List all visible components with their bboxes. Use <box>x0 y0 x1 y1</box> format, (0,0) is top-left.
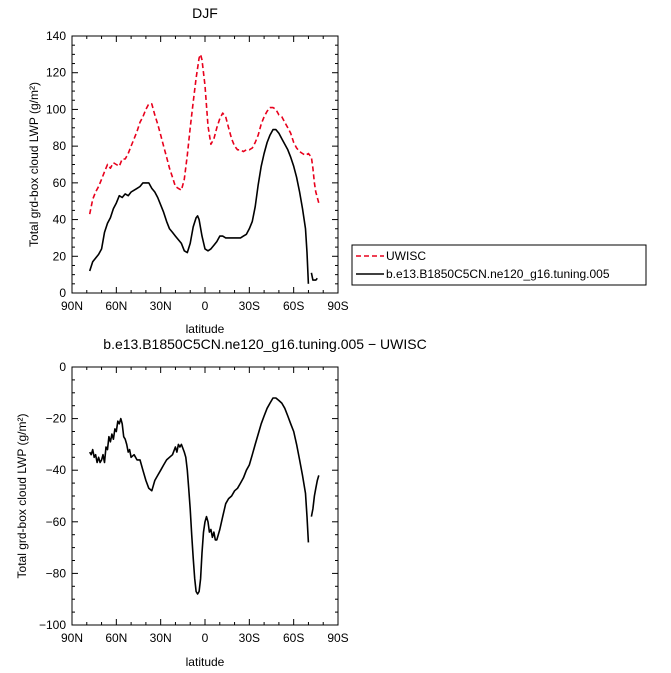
top-ticks <box>71 35 339 294</box>
legend-label-model: b.e13.B1850C5CN.ne120_g16.tuning.005 <box>386 267 610 281</box>
y-tick-label: 120 <box>46 66 66 80</box>
x-tick-label: 30S <box>239 299 260 313</box>
top-y-axis-label: Total grd-box cloud LWP (g/m²) <box>27 82 41 247</box>
legend: UWISC b.e13.B1850C5CN.ne120_g16.tuning.0… <box>351 244 647 286</box>
series-line-model <box>310 475 320 517</box>
x-tick-label: 0 <box>202 631 209 645</box>
y-tick-label: 60 <box>53 176 67 190</box>
top-x-axis-label: latitude <box>186 322 225 336</box>
y-tick-label: 140 <box>46 29 66 43</box>
x-tick-label: 60N <box>105 299 127 313</box>
y-tick-label: −20 <box>46 412 67 426</box>
bottom-tick-labels: 90N 60N 30N 0 30S 60S 90S −100 −80 −60 −40 −20 0 <box>39 360 349 645</box>
y-tick-label: 0 <box>59 286 66 300</box>
x-tick-label: 30N <box>150 299 172 313</box>
y-tick-label: −80 <box>46 566 67 580</box>
x-tick-label: 60N <box>105 631 127 645</box>
y-tick-label: −60 <box>46 515 67 529</box>
series-line-model <box>88 128 310 284</box>
series-line-uwisc <box>88 53 320 215</box>
top-plot-frame <box>71 35 339 294</box>
legend-label-uwisc: UWISC <box>386 249 426 263</box>
bottom-ticks <box>71 366 339 626</box>
x-tick-label: 60S <box>283 631 304 645</box>
bottom-lines <box>89 397 320 595</box>
top-chart-title: DJF <box>192 5 218 21</box>
y-tick-label: 80 <box>53 139 67 153</box>
y-tick-label: 20 <box>53 249 67 263</box>
x-tick-label: 0 <box>202 299 209 313</box>
x-tick-label: 30S <box>239 631 260 645</box>
y-tick-label: −100 <box>39 618 66 632</box>
x-tick-label: 90S <box>327 299 348 313</box>
bottom-chart-title: b.e13.B1850C5CN.ne120_g16.tuning.005 − U… <box>103 336 426 352</box>
y-tick-label: 0 <box>59 360 66 374</box>
top-panel: DJF 90N 60N 30N 0 30S 60S 90S 0 20 40 60 80 100 120 14… <box>27 5 349 336</box>
x-tick-label: 90N <box>61 631 83 645</box>
top-tick-labels: 90N 60N 30N 0 30S 60S 90S 0 20 40 60 80 100 120 140 <box>46 29 349 313</box>
bottom-y-axis-label: Total grd-box cloud LWP (g/m²) <box>15 414 29 579</box>
x-tick-label: 90N <box>61 299 83 313</box>
series-line-model <box>89 397 310 595</box>
legend-box <box>351 244 647 286</box>
y-tick-label: 40 <box>53 213 67 227</box>
top-lines <box>88 53 320 284</box>
x-tick-label: 90S <box>327 631 348 645</box>
bottom-panel: b.e13.B1850C5CN.ne120_g16.tuning.005 − U… <box>15 336 427 669</box>
bottom-plot-frame <box>71 366 339 626</box>
y-tick-label: 100 <box>46 102 66 116</box>
x-tick-label: 30N <box>150 631 172 645</box>
series-line-model <box>310 272 318 281</box>
y-tick-label: −40 <box>46 463 67 477</box>
x-tick-label: 60S <box>283 299 304 313</box>
bottom-x-axis-label: latitude <box>186 655 225 669</box>
